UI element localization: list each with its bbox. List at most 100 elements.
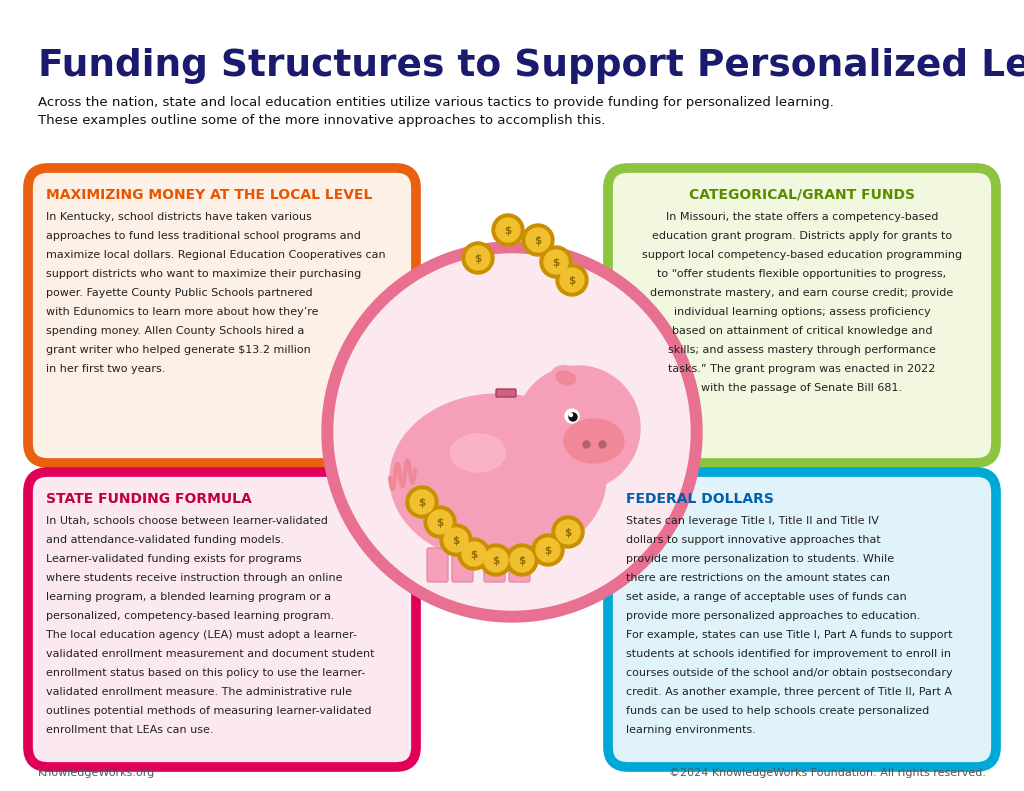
FancyBboxPatch shape (28, 472, 416, 767)
Text: with Edunomics to learn more about how they’re: with Edunomics to learn more about how t… (46, 307, 318, 317)
Text: skills; and assess mastery through performance: skills; and assess mastery through perfo… (668, 345, 936, 355)
Text: courses outside of the school and/or obtain postsecondary: courses outside of the school and/or obt… (626, 668, 952, 678)
FancyBboxPatch shape (496, 389, 516, 397)
Text: Funding Structures to Support Personalized Learning: Funding Structures to Support Personaliz… (38, 48, 1024, 84)
Text: CATEGORICAL/GRANT FUNDS: CATEGORICAL/GRANT FUNDS (689, 188, 915, 202)
Text: dollars to support innovative approaches that: dollars to support innovative approaches… (626, 535, 881, 545)
Text: validated enrollment measure. The administrative rule: validated enrollment measure. The admini… (46, 687, 352, 697)
Text: Across the nation, state and local education entities utilize various tactics to: Across the nation, state and local educa… (38, 96, 834, 109)
Text: where students receive instruction through an online: where students receive instruction throu… (46, 573, 342, 583)
Circle shape (440, 524, 472, 556)
Text: personalized, competency-based learning program.: personalized, competency-based learning … (46, 611, 334, 621)
Circle shape (569, 413, 577, 421)
Text: KnowledgeWorks.org: KnowledgeWorks.org (38, 768, 156, 778)
Circle shape (569, 414, 572, 417)
Text: $: $ (535, 236, 542, 246)
Text: The local education agency (LEA) must adopt a learner-: The local education agency (LEA) must ad… (46, 630, 357, 640)
Circle shape (480, 544, 512, 576)
Text: $: $ (552, 258, 560, 268)
Text: grant writer who helped generate $13.2 million: grant writer who helped generate $13.2 m… (46, 345, 310, 355)
Text: enrollment that LEAs can use.: enrollment that LEAs can use. (46, 725, 213, 735)
Text: support local competency-based education programming: support local competency-based education… (642, 250, 963, 260)
Text: demonstrate mastery, and earn course credit; provide: demonstrate mastery, and earn course cre… (650, 288, 953, 298)
Circle shape (410, 490, 434, 514)
Text: tasks.” The grant program was enacted in 2022: tasks.” The grant program was enacted in… (669, 364, 936, 374)
Circle shape (466, 246, 490, 270)
Ellipse shape (564, 419, 624, 463)
Circle shape (334, 254, 690, 610)
Circle shape (506, 544, 538, 576)
Text: students at schools identified for improvement to enroll in: students at schools identified for impro… (626, 649, 951, 659)
FancyBboxPatch shape (427, 548, 449, 582)
Text: Learner-validated funding exists for programs: Learner-validated funding exists for pro… (46, 554, 302, 564)
FancyBboxPatch shape (484, 548, 505, 582)
Circle shape (552, 516, 584, 548)
Text: funds can be used to help schools create personalized: funds can be used to help schools create… (626, 706, 929, 716)
Text: provide more personalization to students. While: provide more personalization to students… (626, 554, 894, 564)
Circle shape (540, 246, 572, 278)
Text: For example, states can use Title I, Part A funds to support: For example, states can use Title I, Par… (626, 630, 952, 640)
Text: and attendance-validated funding models.: and attendance-validated funding models. (46, 535, 284, 545)
Circle shape (526, 228, 550, 252)
Text: In Kentucky, school districts have taken various: In Kentucky, school districts have taken… (46, 212, 311, 222)
Ellipse shape (390, 394, 606, 562)
Text: MAXIMIZING MONEY AT THE LOCAL LEVEL: MAXIMIZING MONEY AT THE LOCAL LEVEL (46, 188, 373, 202)
Text: $: $ (505, 226, 512, 236)
FancyBboxPatch shape (452, 548, 473, 582)
Text: learning program, a blended learning program or a: learning program, a blended learning pro… (46, 592, 331, 602)
Circle shape (556, 520, 580, 544)
Text: spending money. Allen County Schools hired a: spending money. Allen County Schools hir… (46, 326, 304, 336)
Circle shape (322, 242, 702, 622)
Text: $: $ (568, 276, 575, 286)
Text: outlines potential methods of measuring learner-validated: outlines potential methods of measuring … (46, 706, 372, 716)
Circle shape (522, 224, 554, 256)
Text: credit. As another example, three percent of Title II, Part A: credit. As another example, three percen… (626, 687, 952, 697)
Circle shape (462, 242, 494, 274)
Ellipse shape (451, 434, 506, 472)
Ellipse shape (556, 371, 575, 384)
Text: $: $ (493, 556, 500, 566)
FancyBboxPatch shape (28, 168, 416, 463)
Circle shape (444, 528, 468, 552)
Text: provide more personalized approaches to education.: provide more personalized approaches to … (626, 611, 921, 621)
Text: support districts who want to maximize their purchasing: support districts who want to maximize t… (46, 269, 361, 279)
Circle shape (496, 218, 520, 242)
Text: $: $ (474, 254, 481, 264)
Text: In Utah, schools choose between learner-validated: In Utah, schools choose between learner-… (46, 516, 328, 526)
Circle shape (406, 486, 438, 518)
Text: These examples outline some of the more innovative approaches to accomplish this: These examples outline some of the more … (38, 114, 605, 127)
Text: STATE FUNDING FORMULA: STATE FUNDING FORMULA (46, 492, 252, 506)
Ellipse shape (551, 365, 581, 388)
Circle shape (484, 548, 508, 572)
Circle shape (536, 538, 560, 562)
FancyBboxPatch shape (509, 548, 530, 582)
Circle shape (458, 538, 490, 570)
Text: education grant program. Districts apply for grants to: education grant program. Districts apply… (652, 231, 952, 241)
Text: there are restrictions on the amount states can: there are restrictions on the amount sta… (626, 573, 890, 583)
Text: $: $ (470, 550, 477, 560)
Circle shape (462, 542, 486, 566)
FancyBboxPatch shape (608, 168, 996, 463)
Text: individual learning options; assess proficiency: individual learning options; assess prof… (674, 307, 931, 317)
Text: enrollment status based on this policy to use the learner-: enrollment status based on this policy t… (46, 668, 366, 678)
Circle shape (544, 250, 568, 274)
Text: learning environments.: learning environments. (626, 725, 756, 735)
Circle shape (424, 506, 456, 538)
Text: based on attainment of critical knowledge and: based on attainment of critical knowledg… (672, 326, 932, 336)
Text: approaches to fund less traditional school programs and: approaches to fund less traditional scho… (46, 231, 360, 241)
Text: FEDERAL DOLLARS: FEDERAL DOLLARS (626, 492, 774, 506)
Text: $: $ (545, 546, 552, 556)
Circle shape (428, 510, 452, 534)
Text: set aside, a range of acceptable uses of funds can: set aside, a range of acceptable uses of… (626, 592, 906, 602)
Text: in her first two years.: in her first two years. (46, 364, 165, 374)
Text: $: $ (564, 528, 571, 538)
Text: validated enrollment measurement and document student: validated enrollment measurement and doc… (46, 649, 375, 659)
Circle shape (532, 534, 564, 566)
Circle shape (556, 264, 588, 296)
Text: power. Fayette County Public Schools partnered: power. Fayette County Public Schools par… (46, 288, 312, 298)
Circle shape (516, 366, 640, 490)
Text: In Missouri, the state offers a competency-based: In Missouri, the state offers a competen… (666, 212, 938, 222)
Circle shape (565, 409, 579, 423)
Text: ©2024 KnowledgeWorks Foundation. All rights reserved.: ©2024 KnowledgeWorks Foundation. All rig… (669, 768, 986, 778)
Text: States can leverage Title I, Title II and Title IV: States can leverage Title I, Title II an… (626, 516, 879, 526)
